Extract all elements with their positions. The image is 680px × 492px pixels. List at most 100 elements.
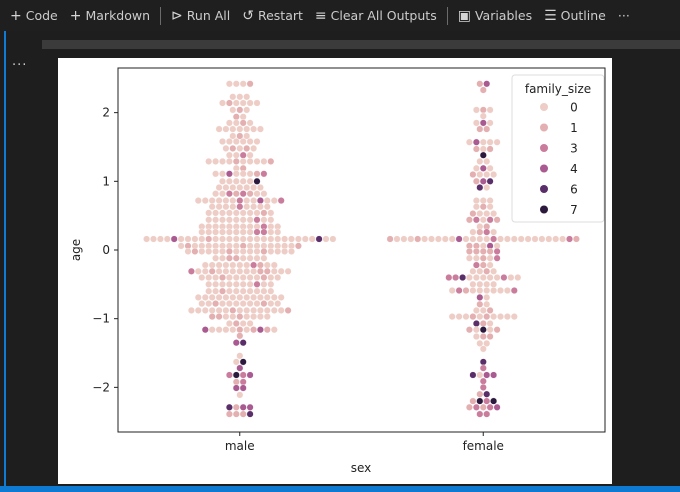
swarm-point-female [486,197,494,205]
swarm-point-male [250,261,258,269]
swarm-point-female [531,235,539,243]
swarm-point-male [239,280,247,288]
clear-all-outputs-button[interactable]: ≡ Clear All Outputs [309,4,443,28]
swarm-point-male [267,273,275,281]
run-all-button[interactable]: ⊳ Run All [165,4,236,28]
swarm-point-male [322,235,330,243]
swarm-point-female [465,273,473,281]
swarm-point-male [222,197,230,205]
swarm-point-female [476,313,484,321]
swarm-point-male [232,358,240,366]
swarm-point-male [243,326,251,334]
swarm-point-male [270,326,278,334]
cell-output-more-button[interactable]: ··· [12,58,27,73]
swarm-point-male [239,384,247,392]
swarm-point-female [476,183,484,191]
swarm-point-female [493,216,501,224]
swarm-point-female [459,273,467,281]
legend: family_size 0 1 3 4 6 7 [511,74,605,223]
swarm-point-male [236,313,244,321]
restart-button[interactable]: ↺ Restart [236,4,309,28]
swarm-point-female [486,177,494,185]
swarm-point-male [215,267,223,275]
swarm-point-male [270,293,278,301]
swarm-point-male [229,197,237,205]
swarm-point-male [232,378,240,386]
swarm-point-female [445,273,453,281]
cell-input-collapsed[interactable] [42,40,680,49]
legend-label: 4 [570,162,578,176]
swarm-point-male [253,216,261,224]
swarm-point-male [232,170,240,178]
swarm-point-male [229,313,237,321]
swarm-point-male [212,247,220,255]
swarm-point-male [274,235,282,243]
swarm-point-male [236,183,244,191]
swarm-point-male [225,177,233,185]
swarm-point-female [486,320,494,328]
swarm-point-male [205,247,213,255]
swarm-point-male [239,151,247,159]
legend-label: 1 [570,121,578,135]
swarm-point-female [472,261,480,269]
swarm-point-male [208,326,216,334]
swarm-point-female [476,293,484,301]
variables-button[interactable]: ▣ Variables [452,4,538,28]
swarm-point-male [256,183,264,191]
swarm-point-male [212,157,220,165]
swarm-point-male [253,157,261,165]
swarm-point-female [497,235,505,243]
swarm-point-male [218,137,226,145]
swarm-point-male [191,247,199,255]
swarm-point-male [212,190,220,198]
swarm-point-female [414,235,422,243]
swarm-point-male [246,157,254,165]
swarm-point-male [250,125,258,133]
swarm-point-female [479,306,487,314]
swarm-point-female [455,313,463,321]
swarm-point-male [239,190,247,198]
swarm-point-female [486,145,494,153]
swarm-point-male [184,247,192,255]
swarm-point-female [393,235,401,243]
swarm-point-male [225,247,233,255]
swarm-point-female [510,235,518,243]
swarm-point-female [483,410,491,418]
swarm-point-male [253,228,261,236]
swarm-point-male [212,209,220,217]
swarm-point-male [208,197,216,205]
swarm-point-female [483,267,491,275]
outline-button[interactable]: ☰ Outline [538,4,612,28]
swarm-point-male [229,183,237,191]
swarm-point-male [267,247,275,255]
swarm-point-female [486,333,494,341]
swarm-point-male [201,293,209,301]
restart-icon: ↺ [242,7,254,24]
swarm-point-male [225,235,233,243]
swarm-point-male [236,93,244,101]
swarm-point-male [232,410,240,418]
swarm-point-male [215,183,223,191]
swarm-point-female [486,403,494,411]
swarm-point-male [239,378,247,386]
swarm-point-male [215,313,223,321]
swarm-point-female [510,313,518,321]
swarm-point-female [493,138,501,146]
more-actions-button[interactable]: ··· [612,4,636,28]
swarm-point-female [490,170,498,178]
add-code-cell-button[interactable]: + Code [4,4,64,28]
swarm-point-male [243,197,251,205]
add-markdown-cell-button[interactable]: + Markdown [64,4,156,28]
swarm-point-male [250,306,258,314]
swarm-point-female [462,313,470,321]
swarm-point-male [212,170,220,178]
swarm-point-male [218,190,226,198]
swarm-point-male [201,261,209,269]
swarm-point-female [472,119,480,127]
swarm-point-male [253,99,261,107]
swarm-point-male [177,235,185,243]
swarm-point-male [225,320,233,328]
swarm-point-female [538,235,546,243]
swarm-point-female [472,254,480,262]
swarm-point-male [212,300,220,308]
